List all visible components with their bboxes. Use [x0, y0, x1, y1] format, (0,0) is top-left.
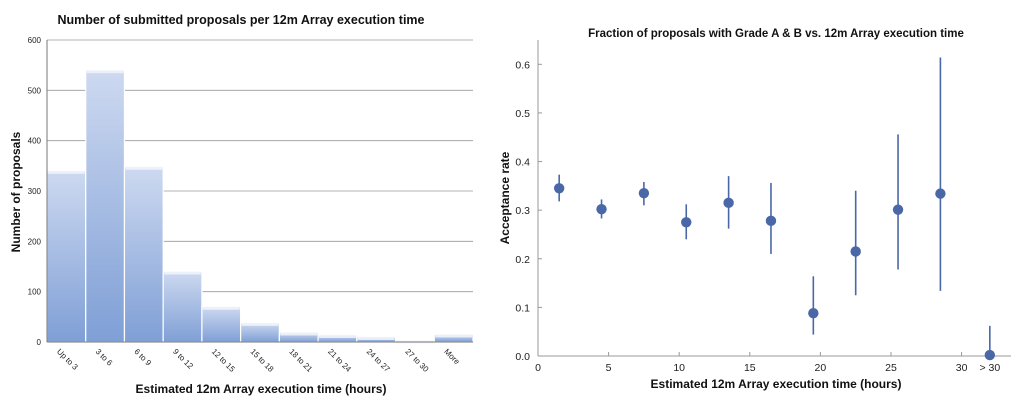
y-tick-label: 0.2 [515, 254, 530, 266]
y-tick-label: 0 [37, 338, 42, 347]
data-point [553, 183, 565, 194]
y-tick-label: 400 [28, 137, 42, 146]
bar-highlight [202, 306, 240, 310]
x-tick-label: 27 to 30 [403, 347, 430, 374]
bar-highlight [435, 334, 472, 338]
data-point [596, 203, 607, 215]
data-point [808, 308, 819, 319]
acceptance-x-label: Estimated 12m Array execution time (hour… [651, 377, 902, 391]
x-tick-label: 10 [673, 362, 685, 374]
y-tick-label: 500 [28, 86, 42, 95]
y-tick-label: 0.0 [515, 351, 530, 363]
bar-highlight [86, 70, 124, 74]
y-tick-label: 600 [28, 36, 42, 45]
histogram-x-label: Estimated 12m Array execution time (hour… [136, 382, 387, 396]
y-tick-label: 300 [28, 187, 42, 196]
x-tick-label: 20 [815, 362, 827, 374]
x-tick-label: 30 [956, 362, 968, 374]
bar-highlight [357, 336, 395, 340]
y-tick-label: 200 [28, 237, 42, 246]
bar [201, 306, 242, 343]
y-tick-label: 0.1 [515, 302, 530, 314]
x-tick-label: 25 [885, 362, 897, 374]
bar-highlight [164, 271, 201, 275]
x-tick-label: 3 to 6 [94, 347, 115, 368]
data-point [892, 204, 904, 215]
acceptance-title: Fraction of proposals with Grade A & B v… [588, 28, 964, 40]
histogram-y-label: Number of proposals [9, 131, 23, 252]
x-tick-label: Up to 3 [55, 347, 80, 372]
data-point [681, 217, 692, 228]
bar [123, 166, 164, 343]
bar-highlight [125, 166, 163, 170]
y-tick-label: 0.4 [515, 157, 530, 169]
x-tick-label: 24 to 27 [365, 347, 392, 374]
bar [46, 170, 87, 343]
x-tick-label: 0 [535, 362, 541, 374]
bar [162, 270, 203, 343]
histogram-y-ticks: 0 100 200 300 400 500 600 [28, 36, 42, 347]
histogram-chart: Number of submitted proposals per 12m Ar… [9, 13, 474, 396]
x-tick-label: 12 to 15 [210, 347, 237, 374]
histogram-title: Number of submitted proposals per 12m Ar… [58, 13, 425, 27]
histogram-x-ticks: Up to 3 3 to 6 6 to 9 9 to 12 12 to 15 15 to … [55, 347, 462, 374]
bar-highlight [241, 322, 279, 326]
bar [85, 69, 126, 343]
x-tick-label: More [442, 347, 462, 367]
x-tick-label: 18 to 21 [287, 347, 314, 374]
data-point [984, 349, 996, 361]
x-tick-label: 5 [606, 362, 612, 374]
y-tick-label: 0.6 [515, 59, 530, 71]
bar-highlight [319, 334, 356, 338]
acceptance-y-label: Acceptance rate [498, 151, 512, 244]
x-tick-label: 9 to 12 [171, 347, 195, 371]
bar-highlight [48, 170, 85, 174]
data-point [638, 187, 650, 199]
x-tick-label: 15 [744, 362, 756, 374]
y-tick-label: 0.5 [515, 108, 530, 120]
acceptance-x-ticks: 0 5 10 15 20 25 30 > 30 [535, 352, 1000, 374]
data-point [935, 188, 946, 199]
data-point [723, 197, 734, 209]
histogram-bars [46, 69, 474, 344]
bar-highlight [280, 332, 318, 336]
y-tick-label: 0.3 [515, 205, 530, 217]
x-tick-label: 21 to 24 [326, 347, 353, 374]
data-point [850, 246, 861, 257]
y-tick-label: 100 [28, 288, 42, 297]
x-tick-label: 6 to 9 [132, 347, 153, 368]
acceptance-chart: Fraction of proposals with Grade A & B v… [498, 28, 1011, 391]
data-point [765, 215, 777, 227]
x-tick-label: 15 to 18 [249, 347, 276, 374]
x-tick-label-over-30: > 30 [979, 362, 1000, 374]
acceptance-y-ticks: 0.0 0.1 0.2 0.3 0.4 0.5 0.6 [515, 59, 542, 363]
acceptance-points [553, 57, 996, 361]
